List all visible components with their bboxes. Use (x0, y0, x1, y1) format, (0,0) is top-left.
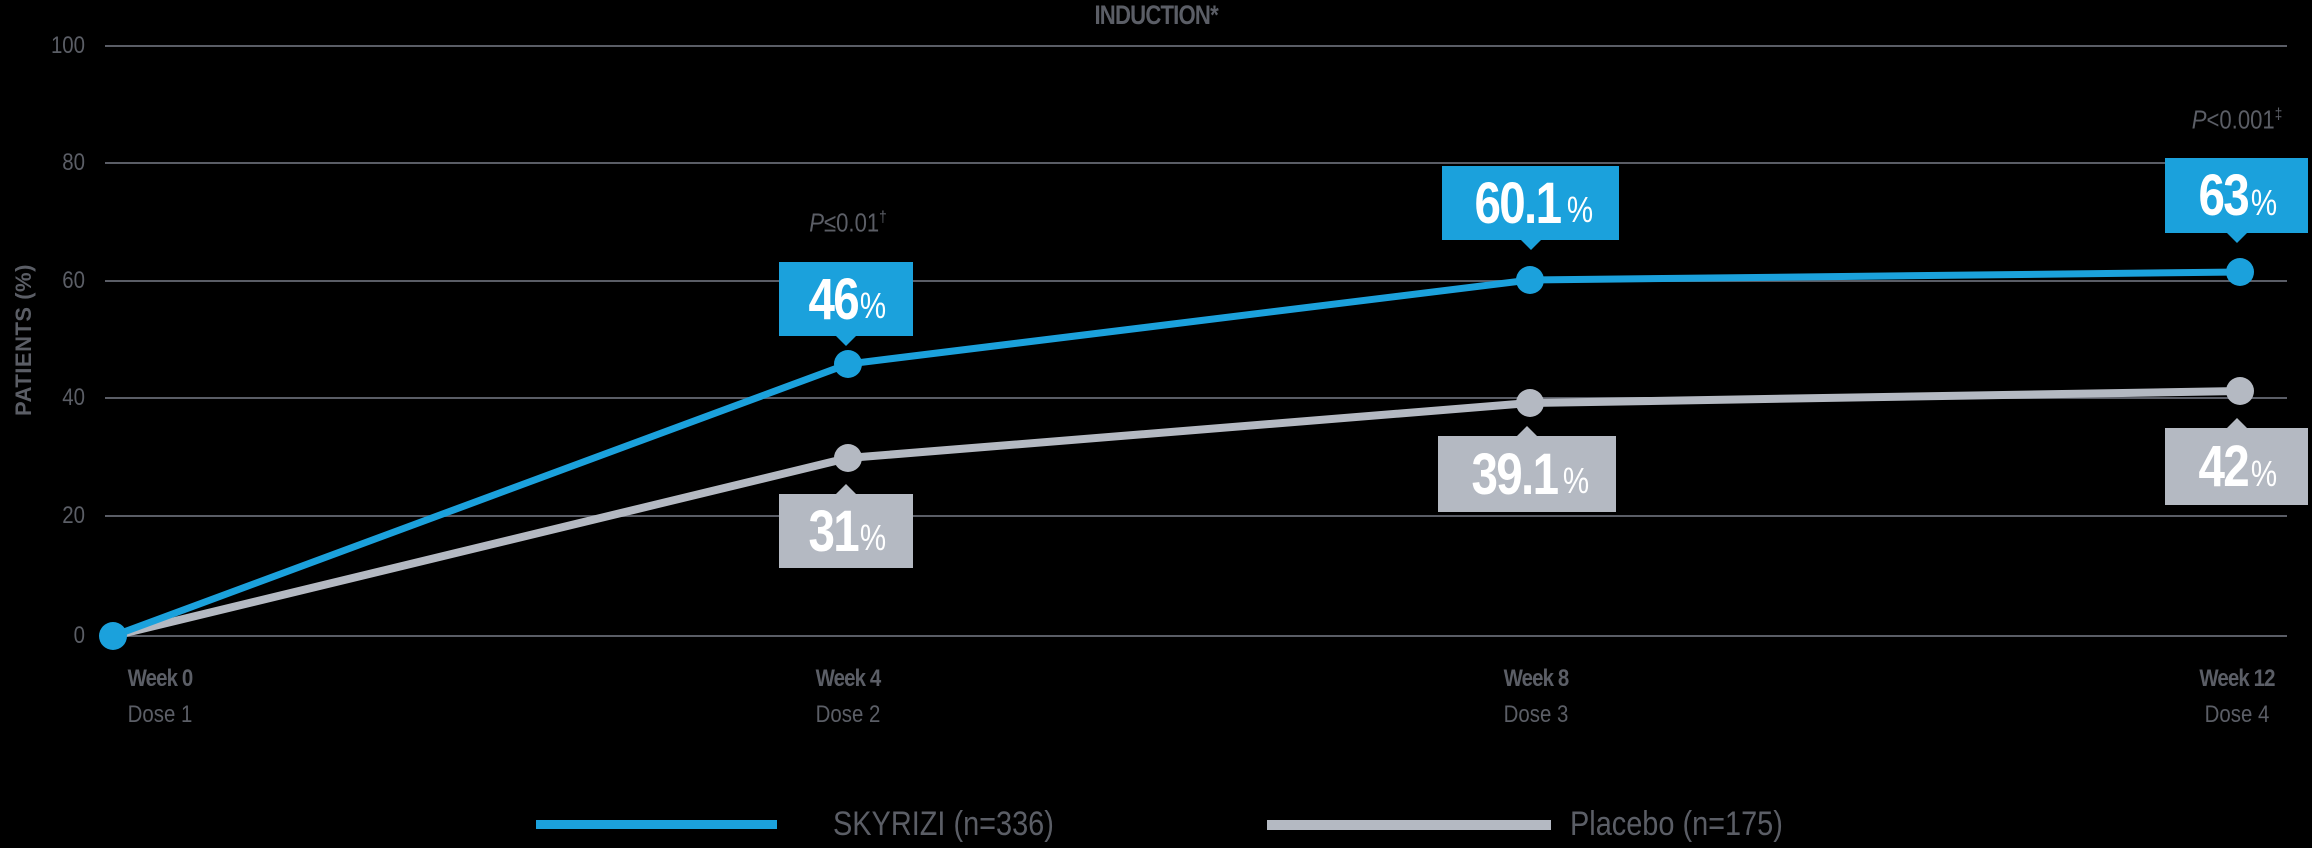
skyrizi-point-week-0 (99, 622, 127, 650)
callout-value: 42 (2198, 434, 2250, 499)
callout-pointer (2226, 233, 2247, 243)
callout-value: 31 (808, 498, 859, 564)
legend-swatches (536, 820, 1551, 830)
callout-pointer (1520, 240, 1541, 250)
callout-percent: % (860, 517, 887, 558)
p-value-week-12: P<0.001‡ (2169, 100, 2305, 135)
placebo-point-week-4 (834, 444, 862, 472)
legend-swatch-placebo (1267, 820, 1551, 830)
x-tick-dose-label: Dose 4 (2204, 701, 2270, 728)
x-tick-week-0: Week 0 Dose 1 (60, 664, 260, 730)
p-value-text: <0.001 (2206, 104, 2275, 135)
legend-label-skyrizi: SKYRIZI (n=336) (833, 804, 1054, 843)
placebo-line (112, 387, 2241, 640)
skyrizi-point-week-12 (2226, 258, 2254, 286)
legend-swatch-skyrizi (536, 820, 777, 829)
legend-item-placebo: Placebo (n=175) (1514, 804, 1820, 844)
callout-percent: % (860, 285, 887, 326)
callout-value: 63 (2198, 163, 2250, 228)
legend-item-skyrizi: SKYRIZI (n=336) (777, 804, 1093, 844)
y-tick-100: 100 (50, 32, 85, 59)
y-tick-20: 20 (62, 502, 85, 529)
skyrizi-callout-week-12: 63% (2165, 158, 2308, 243)
skyrizi-callout-week-8: 60.1% (1442, 166, 1619, 250)
callout-percent: % (2250, 181, 2277, 223)
y-tick-0: 0 (73, 622, 85, 649)
y-tick-60: 60 (62, 267, 85, 294)
p-value-text: ≤0.01 (824, 207, 880, 238)
skyrizi-line (111, 268, 2241, 640)
legend-label-placebo: Placebo (n=175) (1570, 804, 1783, 843)
p-value-footnote: † (879, 209, 887, 226)
callout-percent: % (2250, 452, 2277, 494)
callout-value: 39.1 (1470, 441, 1559, 507)
x-tick-week-label: Week 0 (127, 665, 194, 692)
placebo-point-week-8 (1516, 389, 1544, 417)
callout-percent: % (1563, 460, 1590, 501)
x-tick-week-8: Week 8 Dose 3 (1436, 664, 1636, 730)
placebo-point-week-12 (2226, 377, 2254, 405)
p-italic: P (809, 207, 825, 238)
callout-percent: % (1566, 189, 1594, 230)
y-tick-40: 40 (62, 384, 85, 411)
y-tick-80: 80 (62, 149, 85, 176)
placebo-callout-week-4: 31% (779, 484, 913, 568)
gridlines (105, 45, 2287, 637)
series-skyrizi (99, 258, 2254, 650)
placebo-callout-week-8: 39.1% (1438, 426, 1616, 512)
skyrizi-callout-week-4: 46% (779, 262, 913, 346)
x-tick-dose-label: Dose 1 (127, 701, 193, 728)
chart-title: INDUCTION* (1094, 0, 1218, 30)
x-tick-week-label: Week 8 (1503, 665, 1570, 692)
skyrizi-point-week-8 (1516, 266, 1544, 294)
callout-pointer (836, 484, 856, 494)
x-tick-dose-label: Dose 3 (1503, 701, 1569, 728)
callout-pointer (836, 336, 856, 346)
x-tick-week-label: Week 4 (815, 665, 882, 692)
p-italic: P (2191, 104, 2207, 135)
callout-value: 46 (808, 266, 859, 332)
x-tick-dose-label: Dose 2 (815, 701, 881, 728)
x-tick-week-label: Week 12 (2199, 665, 2275, 692)
callout-value: 60.1 (1474, 170, 1562, 236)
callout-pointer (2226, 418, 2247, 428)
placebo-callout-week-12: 42% (2165, 418, 2308, 505)
series-placebo (112, 377, 2254, 640)
p-value-week-4: P≤0.01† (780, 203, 916, 238)
p-value-footnote: ‡ (2274, 106, 2283, 123)
callout-pointer (1517, 426, 1537, 436)
x-tick-week-12: Week 12 Dose 4 (2137, 664, 2312, 730)
skyrizi-point-week-4 (834, 350, 862, 378)
x-tick-week-4: Week 4 Dose 2 (748, 664, 948, 730)
